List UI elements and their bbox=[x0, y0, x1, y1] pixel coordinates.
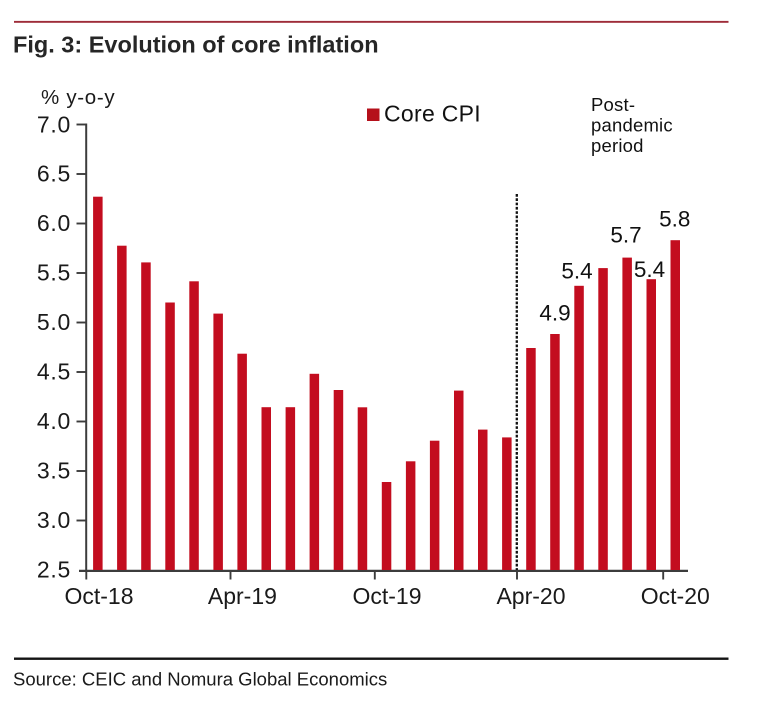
svg-text:4.9: 4.9 bbox=[539, 300, 570, 325]
svg-text:6.5: 6.5 bbox=[37, 161, 71, 187]
svg-text:pandemic: pandemic bbox=[591, 115, 673, 136]
svg-text:% y-o-y: % y-o-y bbox=[41, 86, 115, 109]
svg-text:2.5: 2.5 bbox=[37, 557, 71, 583]
svg-text:Oct-20: Oct-20 bbox=[641, 583, 710, 609]
svg-text:5.4: 5.4 bbox=[561, 259, 592, 284]
svg-text:3.0: 3.0 bbox=[37, 507, 71, 533]
svg-text:5.8: 5.8 bbox=[659, 206, 690, 231]
svg-text:7.0: 7.0 bbox=[37, 111, 71, 137]
svg-text:Fig. 3: Evolution of core infl: Fig. 3: Evolution of core inflation bbox=[13, 32, 379, 58]
svg-text:6.0: 6.0 bbox=[37, 210, 71, 236]
svg-text:5.0: 5.0 bbox=[37, 309, 71, 335]
svg-text:5.7: 5.7 bbox=[610, 223, 641, 248]
svg-text:5.5: 5.5 bbox=[37, 260, 71, 286]
svg-text:3.5: 3.5 bbox=[37, 458, 71, 484]
svg-text:5.4: 5.4 bbox=[634, 257, 665, 282]
svg-text:period: period bbox=[591, 135, 644, 156]
svg-text:Post-: Post- bbox=[591, 94, 635, 115]
svg-text:Apr-20: Apr-20 bbox=[496, 583, 565, 609]
svg-text:Source: CEIC and Nomura Global: Source: CEIC and Nomura Global Economics bbox=[13, 669, 387, 690]
svg-text:4.0: 4.0 bbox=[37, 408, 71, 434]
svg-text:4.5: 4.5 bbox=[37, 359, 71, 385]
svg-text:Oct-19: Oct-19 bbox=[352, 583, 421, 609]
svg-text:Oct-18: Oct-18 bbox=[64, 583, 133, 609]
svg-text:Apr-19: Apr-19 bbox=[208, 583, 277, 609]
svg-text:Core CPI: Core CPI bbox=[384, 101, 481, 127]
